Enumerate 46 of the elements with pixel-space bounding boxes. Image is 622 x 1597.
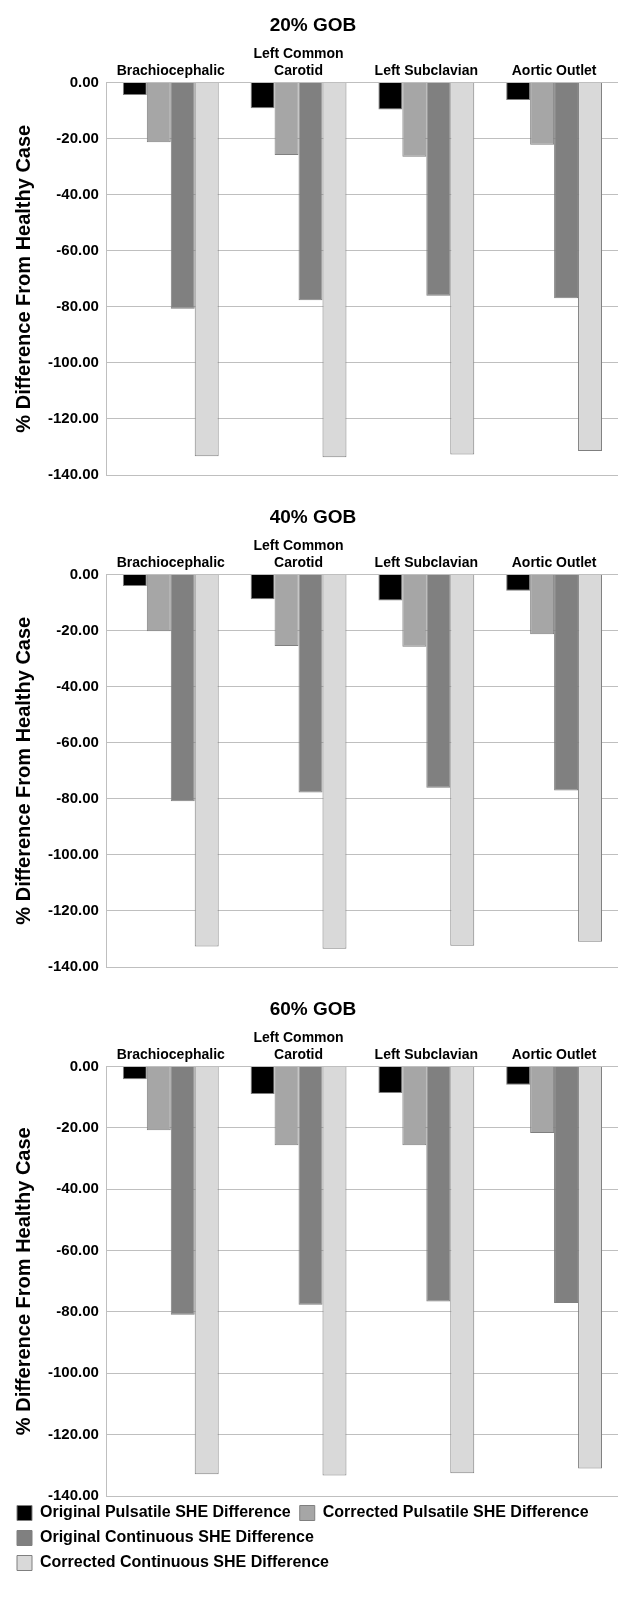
y-tick-label: -60.00 <box>56 732 99 750</box>
y-tick-label: -60.00 <box>56 240 99 258</box>
x-tick-label: Left Common Carotid <box>253 45 344 78</box>
y-axis-title: % Difference From Healthy Case <box>11 1127 34 1436</box>
legend-label: Original Pulsatile SHE Difference <box>40 1503 291 1521</box>
x-tick-label: Aortic Outlet <box>511 1045 597 1062</box>
legend-label: Corrected Pulsatile SHE Difference <box>322 1503 589 1521</box>
y-tick-label: -40.00 <box>56 184 99 202</box>
chart-title: 40% GOB <box>269 505 357 527</box>
x-tick-label: Left Subclavian <box>374 61 479 78</box>
x-tick-label: Left Subclavian <box>374 1045 479 1062</box>
y-tick-label: 0.00 <box>69 1056 99 1074</box>
y-tick-label: -40.00 <box>56 1179 99 1197</box>
y-tick-label: -100.00 <box>48 844 99 862</box>
y-tick-label: -20.00 <box>56 620 99 638</box>
y-tick-label: -40.00 <box>56 676 99 694</box>
y-tick-label: -80.00 <box>56 296 99 314</box>
y-tick-label: -120.00 <box>48 901 99 919</box>
y-axis-title: % Difference From Healthy Case <box>11 124 34 433</box>
x-tick-label: Left Subclavian <box>374 553 479 570</box>
legend-label: Original Continuous SHE Difference <box>40 1528 314 1546</box>
y-tick-label: -100.00 <box>48 352 99 370</box>
y-tick-label: -140.00 <box>48 1486 99 1504</box>
y-tick-label: -120.00 <box>48 409 99 427</box>
chart-title: 60% GOB <box>269 997 357 1019</box>
x-tick-label: Brachiocephalic <box>116 1045 226 1062</box>
y-tick-label: -80.00 <box>56 788 99 806</box>
y-tick-label: -20.00 <box>56 128 99 146</box>
y-tick-label: -120.00 <box>48 1424 99 1442</box>
y-axis-title: % Difference From Healthy Case <box>11 616 34 925</box>
y-tick-label: -60.00 <box>56 1240 99 1258</box>
y-tick-label: -140.00 <box>48 957 99 975</box>
y-tick-label: -20.00 <box>56 1117 99 1135</box>
y-tick-label: 0.00 <box>69 564 99 582</box>
x-tick-label: Brachiocephalic <box>116 61 226 78</box>
x-tick-label: Left Common Carotid <box>253 537 344 570</box>
chart-title: 20% GOB <box>269 13 357 35</box>
x-tick-label: Brachiocephalic <box>116 553 226 570</box>
legend-label: Corrected Continuous SHE Difference <box>40 1553 330 1571</box>
x-tick-label: Aortic Outlet <box>511 61 597 78</box>
y-tick-label: -80.00 <box>56 1302 99 1320</box>
y-tick-label: -140.00 <box>48 465 99 483</box>
y-tick-label: -100.00 <box>48 1363 99 1381</box>
x-tick-label: Aortic Outlet <box>511 553 597 570</box>
x-tick-label: Left Common Carotid <box>253 1029 344 1062</box>
y-tick-label: 0.00 <box>69 72 99 90</box>
